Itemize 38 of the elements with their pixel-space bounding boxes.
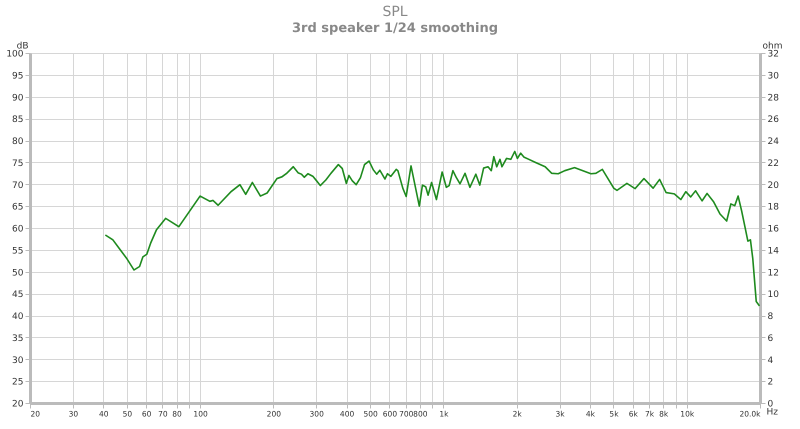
y-tick-label: 95	[12, 71, 24, 82]
y2-tick-label: 10	[768, 290, 780, 300]
y-tick-label: 85	[12, 115, 24, 126]
y-tick-label: 55	[12, 246, 24, 256]
chart-title: SPL	[382, 4, 408, 20]
y-tick-label: 40	[12, 312, 24, 322]
x-axis-title: Hz	[766, 408, 778, 418]
y-tick-label: 30	[12, 356, 24, 366]
y2-tick-label: 32	[768, 50, 779, 60]
y2-tick-label: 8	[768, 312, 774, 322]
y-axis-title: dB	[16, 42, 28, 52]
y2-tick-label: 0	[768, 400, 774, 410]
y-tick-label: 20	[12, 400, 24, 410]
y2-tick-label: 30	[768, 71, 780, 82]
y2-tick-label: 26	[768, 115, 780, 126]
y-tick-label: 45	[12, 290, 24, 300]
y2-tick-label: 2	[768, 378, 774, 388]
y2-tick-label: 28	[768, 93, 780, 104]
y2-tick-label: 16	[768, 224, 780, 234]
y2-tick-label: 6	[768, 334, 774, 344]
y-tick-label: 25	[12, 378, 24, 388]
y-tick-label: 80	[12, 137, 24, 147]
y2-tick-label: 24	[768, 137, 780, 147]
y-tick-label: 35	[12, 334, 24, 344]
y-tick-label: 100	[6, 50, 24, 60]
chart-subtitle: 3rd speaker 1/24 smoothing	[292, 21, 498, 36]
y2-tick-label: 12	[768, 268, 779, 278]
y-tick-label: 70	[12, 180, 24, 191]
y2-tick-label: 4	[768, 356, 774, 366]
y2-tick-label: 22	[768, 158, 779, 169]
y-tick-label: 50	[12, 268, 24, 278]
y2-tick-label: 14	[768, 246, 780, 256]
y2-tick-label: 20	[768, 180, 780, 191]
y-tick-label: 60	[12, 224, 24, 234]
y-tick-label: 75	[12, 158, 24, 169]
y-tick-label: 90	[12, 93, 24, 104]
y2-tick-label: 18	[768, 202, 780, 213]
y-tick-label: 65	[12, 202, 24, 213]
